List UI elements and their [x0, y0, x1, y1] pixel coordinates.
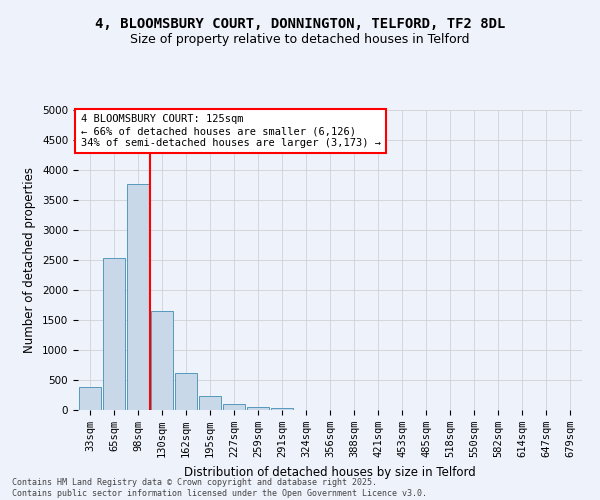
Bar: [175, 374, 197, 410]
Bar: [271, 408, 293, 410]
Bar: [79, 386, 101, 410]
Bar: [199, 396, 221, 410]
Bar: [103, 258, 125, 410]
Text: Size of property relative to detached houses in Telford: Size of property relative to detached ho…: [130, 32, 470, 46]
Bar: [223, 404, 245, 410]
Y-axis label: Number of detached properties: Number of detached properties: [23, 167, 37, 353]
Text: 4 BLOOMSBURY COURT: 125sqm
← 66% of detached houses are smaller (6,126)
34% of s: 4 BLOOMSBURY COURT: 125sqm ← 66% of deta…: [80, 114, 380, 148]
Bar: [151, 311, 173, 410]
Bar: [247, 406, 269, 410]
X-axis label: Distribution of detached houses by size in Telford: Distribution of detached houses by size …: [184, 466, 476, 478]
Text: Contains HM Land Registry data © Crown copyright and database right 2025.
Contai: Contains HM Land Registry data © Crown c…: [12, 478, 427, 498]
Text: 4, BLOOMSBURY COURT, DONNINGTON, TELFORD, TF2 8DL: 4, BLOOMSBURY COURT, DONNINGTON, TELFORD…: [95, 18, 505, 32]
Bar: [127, 184, 149, 410]
